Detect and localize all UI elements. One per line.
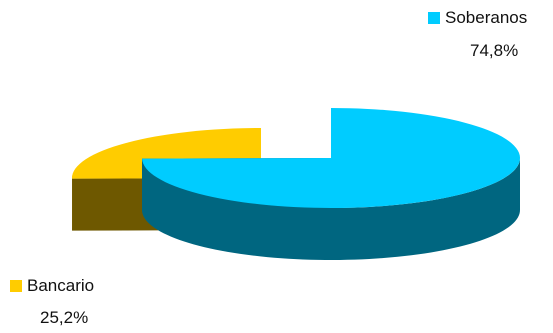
data-label-soberanos: 74,8% [470,42,518,59]
legend-swatch-bancario [10,280,22,292]
legend-swatch-soberanos [428,12,440,24]
data-label-bancario: 25,2% [40,309,88,326]
legend-label-soberanos: Soberanos [445,9,527,26]
legend-label-bancario: Bancario [27,277,94,294]
